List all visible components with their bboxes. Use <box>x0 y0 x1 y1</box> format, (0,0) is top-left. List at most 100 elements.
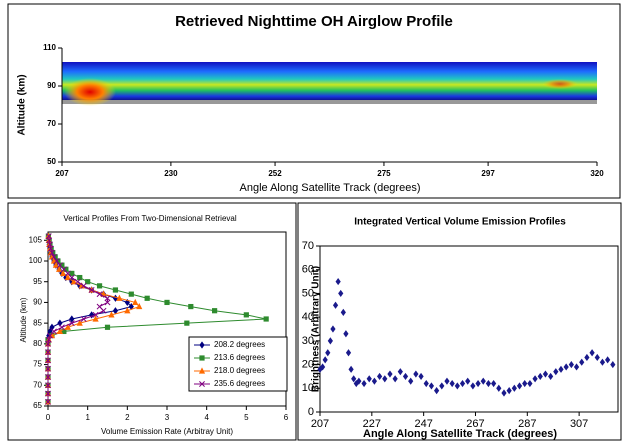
y-tick-label: 75 <box>33 360 42 369</box>
point <box>104 295 111 302</box>
point <box>45 336 52 343</box>
point <box>522 379 528 388</box>
y-tick-label: 100 <box>29 256 43 265</box>
point <box>61 328 67 335</box>
y-tick-label: 20 <box>302 358 314 370</box>
point <box>64 273 71 281</box>
y-axis-label: Altitude (km) <box>19 297 28 342</box>
point <box>132 298 139 306</box>
point <box>116 294 123 301</box>
y-tick-label: 65 <box>33 401 42 410</box>
point <box>85 279 91 285</box>
legend-label: 213.6 degrees <box>214 353 265 362</box>
point <box>537 372 543 381</box>
point <box>527 379 533 388</box>
point <box>52 261 60 268</box>
point <box>50 328 57 335</box>
legend-marker <box>199 341 205 349</box>
point <box>345 349 352 357</box>
point <box>50 253 57 260</box>
point <box>263 316 269 322</box>
point <box>397 368 403 376</box>
point <box>366 375 372 383</box>
point <box>568 360 574 369</box>
point <box>340 308 346 316</box>
point <box>45 398 51 405</box>
legend-marker <box>199 355 205 361</box>
point <box>49 249 55 256</box>
y-tick-label: 80 <box>33 339 42 348</box>
point <box>104 324 111 330</box>
heat-shadow <box>62 100 597 104</box>
point <box>558 365 564 373</box>
point <box>45 374 51 380</box>
y-tick-label: 50 <box>47 157 56 166</box>
point <box>327 337 333 345</box>
point <box>335 277 341 286</box>
y-axis-label: Altitude (km) <box>17 74 28 135</box>
x-tick-label: 307 <box>570 418 588 430</box>
point <box>485 379 492 388</box>
point <box>56 327 63 335</box>
point <box>80 316 87 322</box>
y-tick-label: 85 <box>33 318 42 327</box>
x-tick-label: 275 <box>377 169 391 178</box>
y-tick-label: 70 <box>33 380 42 389</box>
point <box>475 379 481 388</box>
point <box>511 384 517 392</box>
point <box>594 353 600 362</box>
x-tick-label: 6 <box>284 413 289 422</box>
point <box>330 325 336 333</box>
point <box>444 377 450 385</box>
point <box>548 372 554 381</box>
point <box>470 382 476 390</box>
point <box>63 266 69 272</box>
point <box>57 319 63 327</box>
legend-label: 218.0 degrees <box>214 366 265 375</box>
legend-marker <box>198 367 206 374</box>
point <box>92 315 99 322</box>
x-tick-label: 267 <box>466 418 484 430</box>
x-tick-label: 1 <box>85 413 90 422</box>
y-tick-label: 90 <box>33 298 42 307</box>
point <box>516 382 523 390</box>
y-tick-label: 70 <box>47 119 56 128</box>
point <box>77 282 83 290</box>
point <box>55 258 61 264</box>
x-axis-label: Volume Emission Rate (Arbitray Unit) <box>101 427 233 436</box>
x-axis-label: Angle Along Satellite Track (degrees) <box>363 428 557 440</box>
point <box>408 377 414 385</box>
point <box>599 358 606 366</box>
point <box>584 353 590 362</box>
point <box>319 363 326 371</box>
y-tick-label: 40 <box>302 311 314 323</box>
panel <box>297 202 622 441</box>
point <box>45 349 51 356</box>
point <box>58 324 65 331</box>
x-tick-label: 247 <box>414 418 432 430</box>
point <box>56 262 63 269</box>
point <box>501 389 507 397</box>
point <box>343 330 349 338</box>
point <box>454 382 460 390</box>
point <box>70 278 77 285</box>
point <box>136 302 143 310</box>
x-tick-label: 4 <box>204 413 209 422</box>
y-tick-label: 90 <box>47 81 56 90</box>
point <box>76 319 83 326</box>
chart-title: Integrated Vertical Volume Emission Prof… <box>354 217 566 228</box>
profile-line <box>47 236 141 402</box>
point <box>377 372 383 381</box>
legend-box <box>188 336 288 392</box>
point <box>322 356 328 364</box>
point <box>144 295 150 301</box>
point <box>387 370 393 378</box>
point <box>465 377 471 385</box>
panel <box>7 202 297 441</box>
point <box>491 379 497 388</box>
point <box>96 283 103 289</box>
chart-title: Retrieved Nighttime OH Airglow Profile <box>175 13 453 30</box>
point <box>128 291 134 297</box>
point <box>50 250 56 256</box>
point <box>589 349 595 357</box>
